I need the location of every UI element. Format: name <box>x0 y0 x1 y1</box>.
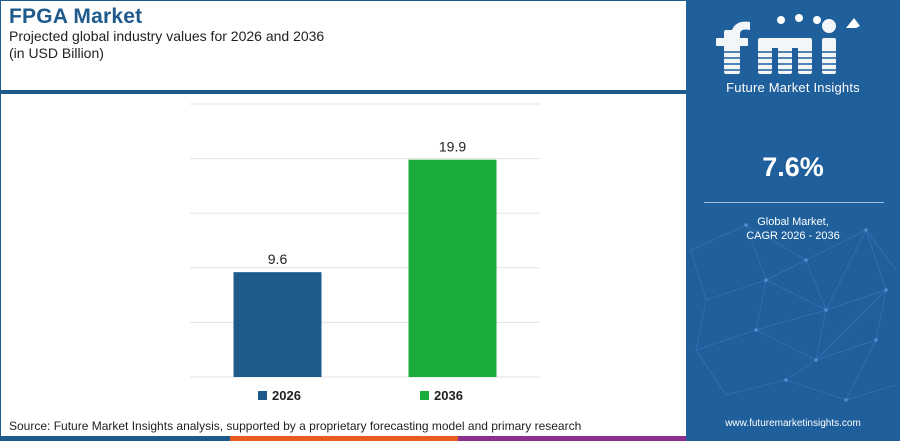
website-url: www.futuremarketinsights.com <box>725 418 861 429</box>
subtitle-line-2: (in USD Billion) <box>9 45 104 61</box>
source-note: Source: Future Market Insights analysis,… <box>9 419 582 433</box>
footer-bar-segment-purple <box>458 436 686 441</box>
legend-label-2036: 2036 <box>434 388 463 403</box>
chart-legend: 2026 2036 <box>0 388 686 408</box>
bar-2026 <box>233 272 322 377</box>
network-pattern <box>690 223 897 402</box>
footer-color-bar <box>0 436 686 441</box>
legend-label-2026: 2026 <box>272 388 301 403</box>
cagr-value: 7.6% <box>762 152 824 182</box>
bar-chart: 9.6 19.9 <box>190 103 540 378</box>
legend-swatch-2026 <box>258 391 267 400</box>
sidebar-panel: Future Market Insights 7.6% Global Marke… <box>686 0 900 441</box>
cagr-label: Global Market, CAGR 2026 - 2036 <box>686 215 900 243</box>
fmi-logo: Future Market Insights <box>686 8 900 103</box>
logo-wordmark: Future Market Insights <box>726 80 860 95</box>
cagr-label-line-2: CAGR 2026 - 2036 <box>746 230 840 242</box>
footer-bar-segment-blue <box>0 436 230 441</box>
legend-item-2026: 2026 <box>258 388 301 403</box>
cagr-label-line-1: Global Market, <box>757 216 829 228</box>
chart-title: FPGA Market <box>9 5 143 28</box>
header-divider <box>0 90 686 94</box>
sidebar-divider <box>704 202 884 203</box>
data-label-2036: 19.9 <box>439 139 466 155</box>
chart-subtitle: Projected global industry values for 202… <box>9 28 324 62</box>
bar-2036 <box>408 159 497 377</box>
footer-bar-segment-orange <box>230 436 458 441</box>
legend-item-2036: 2036 <box>420 388 463 403</box>
fmi-logo-mark <box>712 14 860 74</box>
legend-swatch-2036 <box>420 391 429 400</box>
subtitle-line-1: Projected global industry values for 202… <box>9 28 325 44</box>
data-label-2026: 9.6 <box>268 251 288 267</box>
